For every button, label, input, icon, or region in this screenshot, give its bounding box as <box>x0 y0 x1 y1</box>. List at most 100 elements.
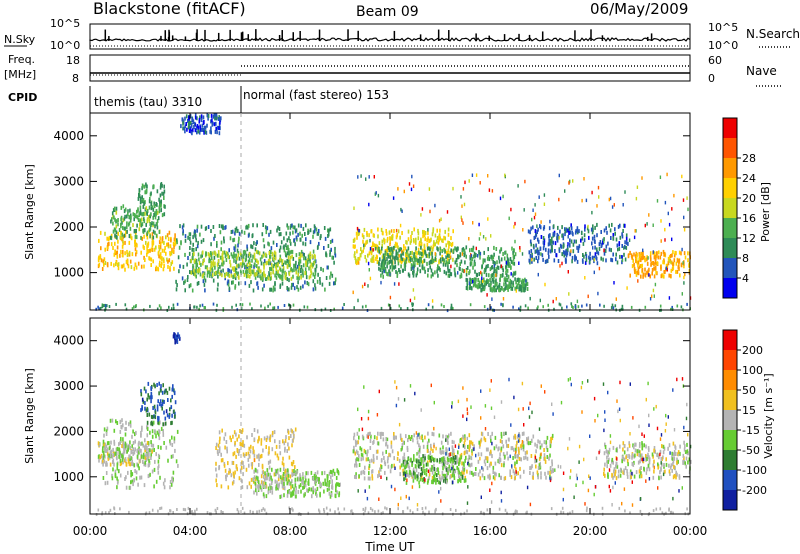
heatmap-cell <box>162 191 165 196</box>
heatmap-cell <box>317 477 320 482</box>
heatmap-cell <box>313 229 316 234</box>
heatmap-cell <box>466 469 468 474</box>
heatmap-cell <box>683 460 685 464</box>
heatmap-cell <box>496 285 499 290</box>
heatmap-cell <box>250 444 252 449</box>
heatmap-cell <box>124 267 126 272</box>
heatmap-cell <box>314 480 316 485</box>
heatmap-cell <box>111 211 114 216</box>
heatmap-cell <box>289 241 292 246</box>
heatmap-cell <box>251 258 253 263</box>
heatmap-cell <box>116 480 119 485</box>
heatmap-cell <box>499 452 501 457</box>
heatmap-cell <box>547 251 550 255</box>
heatmap-cell <box>646 261 649 266</box>
heatmap-cell <box>257 480 260 485</box>
heatmap-cell <box>255 488 257 493</box>
heatmap-cell <box>498 255 500 260</box>
heatmap-cell <box>507 444 510 448</box>
heatmap-cell <box>412 478 415 483</box>
heatmap-cell <box>143 483 146 488</box>
heatmap-speckle <box>505 261 508 265</box>
heatmap-cell <box>144 445 146 450</box>
heatmap-cell <box>300 223 302 228</box>
heatmap-cell <box>565 253 568 258</box>
heatmap-cell <box>415 273 418 278</box>
heatmap-cell <box>488 283 490 288</box>
heatmap-cell <box>242 465 245 470</box>
heatmap-cell <box>535 256 537 260</box>
heatmap-cell <box>194 115 197 120</box>
heatmap-speckle <box>452 186 454 191</box>
heatmap-cell <box>502 444 505 449</box>
heatmap-cell <box>388 248 391 252</box>
heatmap-speckle <box>652 288 655 293</box>
heatmap-cell <box>524 455 527 460</box>
heatmap-cell <box>238 236 240 241</box>
heatmap-cell <box>145 389 147 394</box>
heatmap-cell <box>294 465 296 470</box>
heatmap-cell <box>187 235 189 240</box>
heatmap-cell <box>413 256 416 261</box>
heatmap-cell <box>108 453 110 458</box>
heatmap-cell <box>369 439 372 443</box>
heatmap-cell <box>302 241 304 246</box>
heatmap-cell <box>267 241 269 246</box>
heatmap-cell <box>223 239 225 244</box>
heatmap-cell <box>174 233 176 238</box>
heatmap-cell <box>99 455 101 460</box>
heatmap-cell <box>253 437 256 442</box>
heatmap-cell <box>380 306 383 310</box>
heatmap-cell <box>435 239 438 244</box>
heatmap-cell <box>115 210 118 215</box>
heatmap-cell <box>563 250 566 255</box>
heatmap-speckle <box>375 191 377 195</box>
heatmap-speckle <box>477 254 479 258</box>
heatmap-cell <box>309 253 311 258</box>
heatmap-cell <box>620 307 623 311</box>
heatmap-cell <box>174 334 177 339</box>
heatmap-cell <box>165 445 168 450</box>
heatmap-cell <box>307 254 310 259</box>
heatmap-cell <box>316 231 319 236</box>
heatmap-cell <box>407 457 409 462</box>
heatmap-cell <box>238 448 241 453</box>
heatmap-cell <box>146 252 148 257</box>
heatmap-cell <box>568 231 570 235</box>
heatmap-cell <box>539 246 542 251</box>
heatmap-cell <box>220 458 223 463</box>
heatmap-cell <box>153 201 155 206</box>
heatmap-cell <box>102 462 104 467</box>
heatmap-cell <box>218 440 221 444</box>
heatmap-cell <box>254 275 257 280</box>
heatmap-cell <box>122 444 124 449</box>
heatmap-cell <box>139 205 142 210</box>
heatmap-cell <box>581 258 584 263</box>
heatmap-speckle <box>486 293 488 297</box>
heatmap-cell <box>283 484 285 489</box>
nsearch-tick-bottom: 10^0 <box>708 39 738 52</box>
heatmap-cell <box>122 239 124 244</box>
heatmap-cell <box>442 239 444 243</box>
heatmap-cell <box>191 131 193 136</box>
heatmap-cell <box>384 269 387 274</box>
heatmap-cell <box>330 493 333 497</box>
heatmap-cell <box>477 472 480 477</box>
heatmap-cell <box>480 288 482 293</box>
heatmap-cell <box>421 252 423 256</box>
heatmap-cell <box>355 458 357 463</box>
heatmap-cell <box>252 288 255 293</box>
heatmap-cell <box>624 240 626 245</box>
heatmap-cell <box>413 433 415 438</box>
heatmap-cell <box>357 457 360 462</box>
heatmap-cell <box>445 480 448 485</box>
heatmap-cell <box>522 440 525 445</box>
heatmap-cell <box>547 248 550 253</box>
heatmap-cell <box>633 266 636 271</box>
heatmap-cell <box>463 467 465 472</box>
heatmap-cell <box>184 288 186 293</box>
heatmap-cell <box>527 306 529 310</box>
heatmap-cell <box>279 467 282 472</box>
heatmap-cell <box>275 469 278 474</box>
colorbar-tick-label: 24 <box>742 172 756 185</box>
